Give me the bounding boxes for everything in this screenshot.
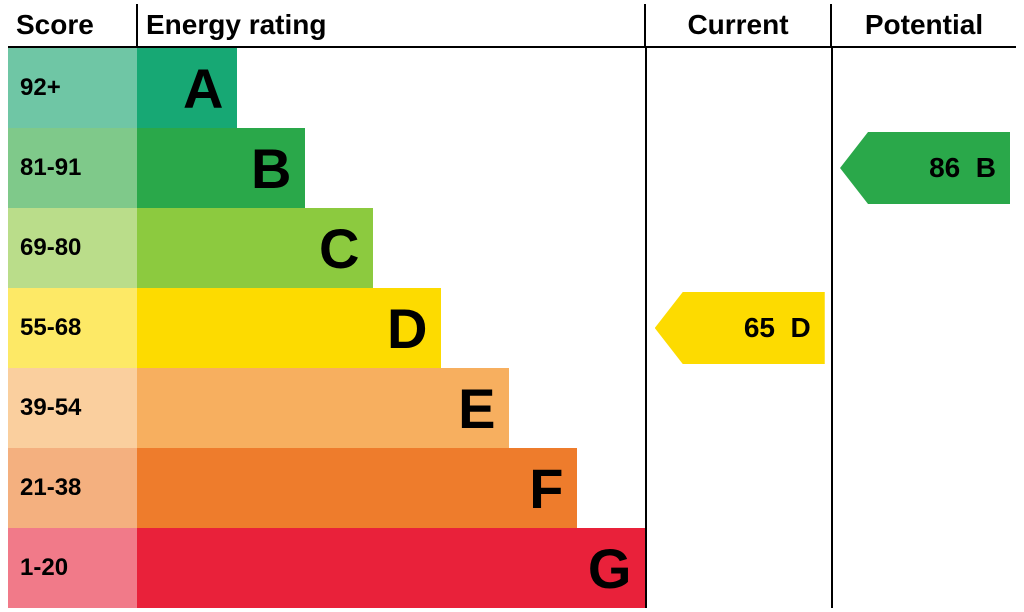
score-range: 1-20 — [8, 528, 137, 608]
current-cell — [647, 48, 830, 128]
chart-body: 92+81-9169-8055-6839-5421-381-20 ABCDEFG… — [8, 48, 1016, 608]
score-range: 92+ — [8, 48, 137, 128]
current-cell — [647, 448, 830, 528]
rating-bar-g: G — [137, 528, 645, 608]
rating-column: ABCDEFG — [137, 48, 645, 608]
score-range: 81-91 — [8, 128, 137, 208]
potential-column: 86 B — [831, 48, 1016, 608]
rating-bar-e: E — [137, 368, 509, 448]
rating-row: G — [137, 528, 645, 608]
potential-cell — [833, 48, 1016, 128]
rating-bar-f: F — [137, 448, 577, 528]
current-cell — [647, 368, 830, 448]
potential-cell — [833, 288, 1016, 368]
potential-cell: 86 B — [833, 128, 1016, 208]
rating-bar-c: C — [137, 208, 373, 288]
rating-bar-d: D — [137, 288, 441, 368]
header-current: Current — [644, 4, 830, 46]
potential-cell — [833, 528, 1016, 608]
rating-row: B — [137, 128, 645, 208]
potential-value: 86 B — [929, 152, 996, 184]
potential-cell — [833, 368, 1016, 448]
rating-letter: G — [588, 536, 632, 601]
rating-bar-b: B — [137, 128, 305, 208]
current-cell: 65 D — [647, 288, 830, 368]
epc-chart: Score Energy rating Current Potential 92… — [8, 4, 1016, 608]
potential-cell — [833, 208, 1016, 288]
rating-row: C — [137, 208, 645, 288]
score-range: 39-54 — [8, 368, 137, 448]
score-column: 92+81-9169-8055-6839-5421-381-20 — [8, 48, 137, 608]
rating-row: A — [137, 48, 645, 128]
score-range: 55-68 — [8, 288, 137, 368]
current-badge: 65 D — [655, 292, 825, 364]
current-column: 65 D — [645, 48, 830, 608]
current-cell — [647, 208, 830, 288]
current-cell — [647, 528, 830, 608]
rating-letter: B — [251, 136, 291, 201]
header-potential: Potential — [830, 4, 1016, 46]
current-value: 65 D — [744, 312, 811, 344]
header-rating: Energy rating — [138, 4, 644, 46]
rating-bar-a: A — [137, 48, 237, 128]
rating-letter: E — [458, 376, 495, 441]
rating-letter: F — [529, 456, 563, 521]
rating-row: E — [137, 368, 645, 448]
score-range: 69-80 — [8, 208, 137, 288]
rating-letter: C — [319, 216, 359, 281]
header-row: Score Energy rating Current Potential — [8, 4, 1016, 48]
potential-cell — [833, 448, 1016, 528]
rating-row: D — [137, 288, 645, 368]
current-cell — [647, 128, 830, 208]
rating-letter: A — [183, 56, 223, 121]
rating-row: F — [137, 448, 645, 528]
score-range: 21-38 — [8, 448, 137, 528]
potential-badge: 86 B — [840, 132, 1010, 204]
header-score: Score — [8, 4, 138, 46]
rating-letter: D — [387, 296, 427, 361]
